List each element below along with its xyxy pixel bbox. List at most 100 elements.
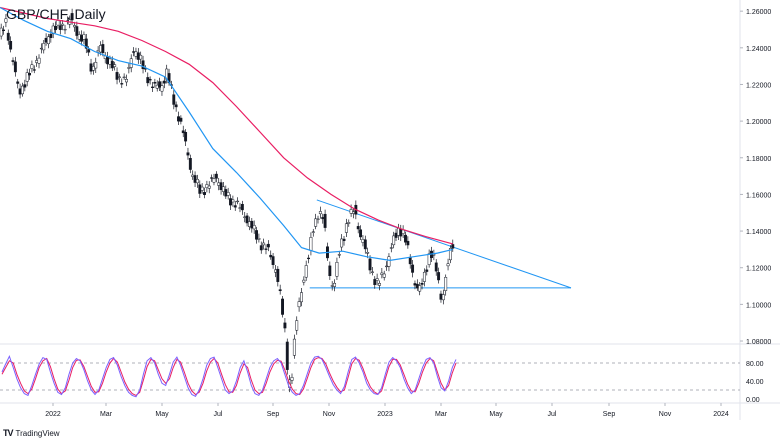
time-tick-label: Jul xyxy=(214,411,223,418)
candle-body xyxy=(344,223,348,233)
candle-body xyxy=(158,81,162,88)
price-tick-label: 1.16000 xyxy=(746,192,771,199)
candle-body xyxy=(186,152,190,156)
time-tick-label: 2024 xyxy=(713,411,729,418)
candle-body xyxy=(151,86,154,88)
candle-body xyxy=(224,189,228,197)
trendline xyxy=(316,199,572,289)
candle-body xyxy=(309,237,313,251)
candle-body xyxy=(321,217,325,220)
candle-body xyxy=(122,76,126,79)
candle-body xyxy=(94,62,98,69)
time-tick-label: May xyxy=(489,411,503,418)
candle-body xyxy=(77,34,81,40)
candle-body xyxy=(427,253,431,265)
oscillator-pane xyxy=(1,354,457,398)
candle-body xyxy=(300,292,303,303)
candle-body xyxy=(58,25,62,30)
candle-body xyxy=(375,278,379,281)
candle-body xyxy=(262,242,266,246)
candle-body xyxy=(363,239,367,250)
candle-body xyxy=(229,198,232,206)
candle-body xyxy=(434,262,438,272)
candle-body xyxy=(212,178,216,183)
candle-body xyxy=(278,289,282,292)
candle-body xyxy=(245,215,249,224)
candle-body xyxy=(181,130,185,134)
time-tick-label: Nov xyxy=(323,411,336,418)
candle-body xyxy=(250,220,254,229)
price-tick-label: 1.20000 xyxy=(746,119,771,126)
candle-body xyxy=(408,256,412,265)
candle-body xyxy=(139,54,143,60)
candle-body xyxy=(120,83,124,85)
candle-body xyxy=(290,377,294,381)
candle-body xyxy=(16,81,20,84)
candle-body xyxy=(160,85,164,92)
candle-body xyxy=(411,264,415,273)
candle-body xyxy=(448,248,452,261)
candle-body xyxy=(200,186,204,191)
candle-body xyxy=(352,211,355,214)
candle-body xyxy=(420,283,424,285)
candle-body xyxy=(127,67,131,69)
candle-body xyxy=(219,182,223,191)
candle-body xyxy=(425,269,429,272)
candle-body xyxy=(297,301,301,308)
candle-body xyxy=(413,283,417,286)
candle-body xyxy=(2,29,5,31)
moving-average-line xyxy=(0,6,453,262)
candle-body xyxy=(6,32,10,41)
candle-body xyxy=(314,218,318,227)
candle-body xyxy=(101,44,105,53)
candle-body xyxy=(39,47,43,50)
moving-average-layer xyxy=(0,6,453,262)
candle-body xyxy=(385,265,389,268)
trendline-layer xyxy=(309,199,572,289)
candle-body xyxy=(302,279,306,283)
candle-body xyxy=(368,258,372,271)
candle-body xyxy=(188,158,192,170)
candle-body xyxy=(276,268,280,282)
candle-body xyxy=(415,283,419,289)
brand-label: TradingView xyxy=(15,428,60,438)
candle-body xyxy=(18,88,22,95)
tradingview-logo-icon: TV xyxy=(3,428,13,438)
candle-body xyxy=(307,257,311,260)
candle-body xyxy=(236,200,240,203)
candle-body xyxy=(389,247,393,249)
candle-body xyxy=(177,116,180,122)
candle-body xyxy=(349,209,353,214)
candle-body xyxy=(30,64,34,69)
candle-body xyxy=(42,43,46,51)
candle-body xyxy=(226,192,230,196)
time-tick-label: Jul xyxy=(548,411,557,418)
candle-body xyxy=(191,174,195,177)
candle-body xyxy=(292,338,296,356)
candle-body xyxy=(257,238,261,240)
candle-body xyxy=(394,232,398,238)
candle-body xyxy=(54,25,58,31)
candle-body xyxy=(316,218,320,220)
candle-body xyxy=(318,211,322,215)
candle-body xyxy=(84,38,88,49)
candle-body xyxy=(401,229,405,234)
candle-body xyxy=(247,221,251,227)
candle-body xyxy=(264,248,268,250)
time-tick-label: 2022 xyxy=(45,411,61,418)
candle-body xyxy=(240,203,244,211)
candle-body xyxy=(87,49,91,53)
candle-body xyxy=(295,320,299,331)
candle-body xyxy=(382,273,386,278)
candle-body xyxy=(21,85,24,95)
candle-body xyxy=(285,341,289,370)
candle-body xyxy=(337,254,341,256)
candle-body xyxy=(333,282,337,287)
candle-body xyxy=(37,57,41,64)
candle-body xyxy=(172,94,176,105)
candle-body xyxy=(106,56,110,65)
candle-body xyxy=(193,175,197,183)
candle-body xyxy=(61,23,65,26)
